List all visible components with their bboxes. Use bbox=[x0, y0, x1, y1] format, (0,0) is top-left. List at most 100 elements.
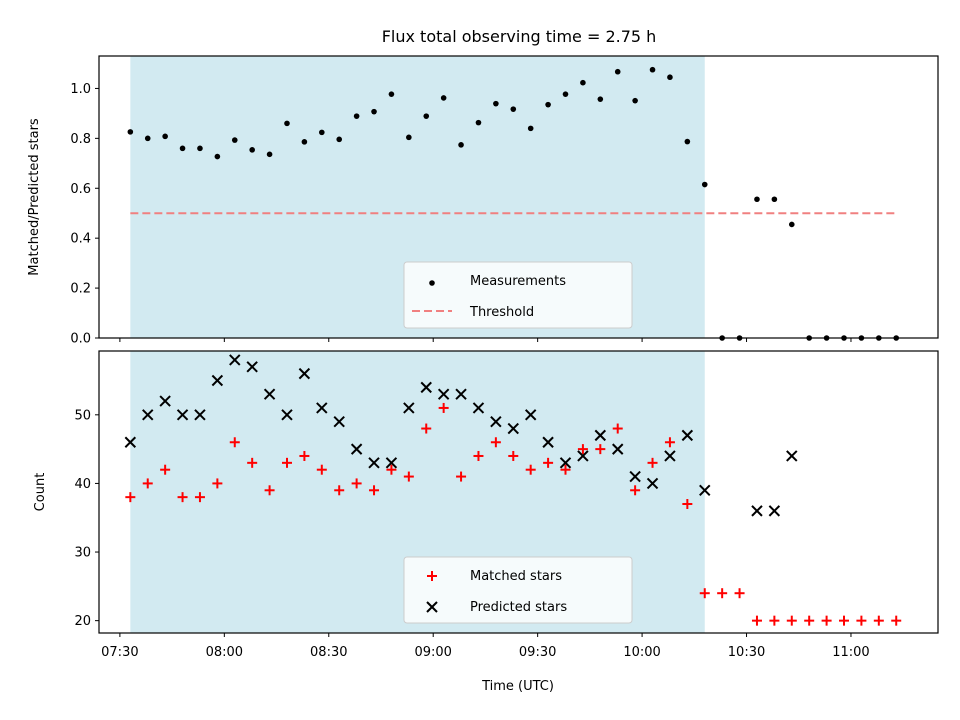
predicted-star-marker bbox=[786, 450, 798, 462]
y-tick-label: 40 bbox=[74, 477, 91, 492]
measurement-point bbox=[301, 139, 308, 145]
predicted-star-marker bbox=[542, 436, 554, 448]
matched-star-marker bbox=[630, 485, 641, 496]
matched-star-marker bbox=[229, 437, 240, 448]
matched-star-marker bbox=[821, 615, 832, 626]
axes-frame bbox=[98, 350, 939, 634]
x-tick-label: 10:30 bbox=[728, 645, 765, 660]
matched-star-marker bbox=[508, 450, 519, 461]
predicted-star-marker bbox=[524, 409, 537, 421]
measurement-point bbox=[527, 125, 534, 132]
measurement-point bbox=[510, 106, 517, 112]
legend: Measurements Threshold bbox=[403, 261, 633, 329]
predicted-star-marker bbox=[420, 381, 432, 394]
measurement-point bbox=[371, 108, 377, 115]
matched-star-marker bbox=[177, 492, 188, 503]
matched-star-marker bbox=[595, 444, 606, 455]
measurement-point bbox=[771, 196, 778, 203]
predicted-star-marker bbox=[751, 505, 763, 517]
predicted-star-marker bbox=[577, 450, 589, 462]
measurement-point bbox=[788, 221, 795, 228]
matched-star-marker bbox=[281, 457, 292, 468]
matched-star-marker bbox=[891, 615, 902, 626]
measurement-point bbox=[144, 135, 151, 142]
measurement-point bbox=[319, 129, 325, 136]
matched-star-marker bbox=[717, 588, 728, 599]
predicted-star-marker bbox=[559, 457, 572, 469]
measurement-point bbox=[754, 196, 760, 203]
matched-star-marker bbox=[682, 499, 693, 510]
measurement-point bbox=[597, 96, 604, 102]
predicted-star-marker bbox=[281, 409, 293, 421]
predicted-star-marker bbox=[594, 429, 607, 442]
matched-star-marker bbox=[751, 615, 762, 626]
measurement-point bbox=[179, 145, 186, 152]
y-tick-label: 0.4 bbox=[70, 232, 91, 247]
matched-star-marker bbox=[734, 588, 745, 599]
predicted-star-marker bbox=[368, 457, 380, 469]
y-tick-label: 30 bbox=[74, 546, 91, 561]
measurement-point bbox=[701, 181, 708, 188]
matched-star-marker bbox=[612, 423, 623, 434]
legend-marker-dot bbox=[429, 280, 435, 286]
measurement-point bbox=[458, 142, 464, 148]
matched-star-marker bbox=[769, 615, 780, 626]
measurement-point bbox=[162, 133, 168, 140]
matched-star-marker bbox=[456, 471, 467, 482]
measurement-point bbox=[231, 137, 238, 143]
measurement-point bbox=[562, 91, 569, 97]
matched-star-marker bbox=[351, 478, 362, 489]
predicted-star-marker bbox=[350, 443, 363, 455]
measurement-point bbox=[614, 68, 621, 75]
measurement-point bbox=[284, 120, 290, 127]
predicted-star-marker bbox=[229, 354, 241, 366]
predicted-star-marker bbox=[385, 457, 398, 469]
x-tick-label: 08:30 bbox=[310, 645, 347, 660]
matched-star-marker bbox=[804, 615, 815, 626]
predicted-star-marker bbox=[333, 415, 345, 428]
y-tick-label: 50 bbox=[74, 408, 91, 423]
measurement-point bbox=[580, 79, 586, 86]
measurement-point bbox=[632, 97, 638, 104]
predicted-star-marker bbox=[211, 374, 224, 387]
predicted-star-marker bbox=[612, 443, 624, 455]
measurement-point bbox=[493, 100, 499, 107]
measurement-point bbox=[249, 147, 255, 153]
measurement-point bbox=[127, 129, 134, 135]
predicted-star-marker bbox=[699, 484, 711, 496]
matched-star-marker bbox=[403, 471, 414, 482]
y-axis-label-bottom: Count bbox=[33, 473, 48, 512]
predicted-star-marker bbox=[646, 477, 659, 490]
matched-star-marker bbox=[142, 478, 153, 489]
matched-star-marker bbox=[873, 615, 884, 626]
predicted-star-marker bbox=[629, 470, 641, 483]
matched-star-marker bbox=[299, 450, 310, 461]
measurement-point bbox=[197, 145, 203, 152]
predicted-star-marker bbox=[124, 436, 137, 448]
legend-label: Measurements bbox=[470, 274, 566, 289]
matched-star-marker bbox=[699, 588, 710, 599]
y-axis-label-top: Matched/Predicted stars bbox=[27, 118, 42, 276]
matched-star-marker bbox=[421, 423, 432, 434]
predicted-star-marker bbox=[263, 388, 276, 400]
matched-star-marker bbox=[647, 457, 658, 468]
x-tick-label: 08:00 bbox=[206, 645, 243, 660]
legend-label: Matched stars bbox=[470, 569, 562, 584]
x-tick-label: 09:30 bbox=[519, 645, 556, 660]
predicted-star-marker bbox=[246, 361, 258, 373]
matched-star-marker bbox=[490, 437, 501, 448]
matched-star-marker bbox=[160, 464, 171, 475]
predicted-star-marker bbox=[507, 422, 519, 435]
bottom-panel: 20 30 40 50 07:30 08:00 08:30 09:00 09:30 10:00 10… bbox=[74, 350, 939, 660]
matched-star-marker bbox=[194, 492, 205, 503]
matched-star-marker bbox=[473, 450, 484, 461]
predicted-star-marker bbox=[142, 409, 154, 421]
measurement-point bbox=[353, 113, 360, 119]
predicted-star-marker bbox=[768, 505, 781, 517]
predicted-star-marker bbox=[176, 409, 189, 421]
matched-star-marker bbox=[386, 464, 397, 475]
y-tick-label: 20 bbox=[74, 614, 91, 629]
measurement-point bbox=[475, 119, 482, 126]
matched-star-marker bbox=[543, 457, 554, 468]
measurement-point bbox=[423, 113, 430, 119]
